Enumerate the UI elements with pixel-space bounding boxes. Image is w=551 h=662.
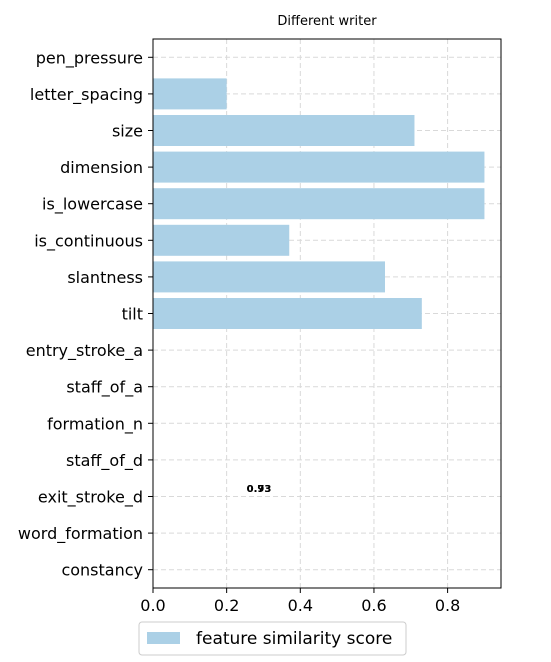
legend: feature similarity score [138, 621, 407, 656]
bar-annotation-front: 0.73 [247, 484, 272, 495]
bar [153, 224, 290, 256]
y-tick-label: letter_spacing [30, 85, 143, 105]
y-tick-label: pen_pressure [36, 48, 143, 68]
y-tick-label: slantness [67, 268, 143, 287]
axes-layer: 0.0 0.2 0.4 0.6 0.8 pen_pressure letter_spacin… [18, 38, 502, 615]
y-tick-label: formation_n [47, 414, 143, 434]
y-tick-label: tilt [122, 305, 143, 324]
y-tick-label: staff_of_d [66, 451, 143, 471]
bars-layer [153, 78, 485, 329]
bar [153, 188, 485, 220]
x-tick-label: 0.8 [435, 596, 460, 615]
x-tick-label: 0.4 [288, 596, 313, 615]
x-tick-label: 0.0 [140, 596, 165, 615]
bar [153, 115, 415, 146]
y-tick-label: is_continuous [34, 231, 143, 251]
bar [153, 298, 422, 329]
bar-annotation-back: 0.93 [247, 484, 272, 495]
y-tick-label: exit_stroke_d [38, 488, 143, 508]
legend-box [138, 621, 407, 656]
y-tick-label: size [112, 122, 143, 141]
x-tick-label: 0.6 [361, 596, 386, 615]
x-tick-label: 0.2 [214, 596, 239, 615]
grid-layer [152, 39, 501, 588]
plot-frame [152, 38, 502, 589]
chart-title: Different writer [277, 14, 377, 29]
y-tick-label: is_lowercase [42, 195, 143, 215]
legend-label: feature similarity score [196, 629, 392, 649]
y-tick-label: staff_of_a [66, 378, 143, 398]
y-tick-label: word_formation [18, 524, 143, 544]
bar [153, 261, 385, 293]
y-tick-label: dimension [60, 158, 143, 177]
bar [153, 151, 485, 183]
y-tick-label: constancy [61, 561, 143, 580]
legend-swatch [147, 632, 180, 644]
annotation-layer: 0.93 0.73 [247, 484, 272, 495]
bar [153, 78, 227, 110]
y-tick-label: entry_stroke_a [26, 341, 143, 361]
